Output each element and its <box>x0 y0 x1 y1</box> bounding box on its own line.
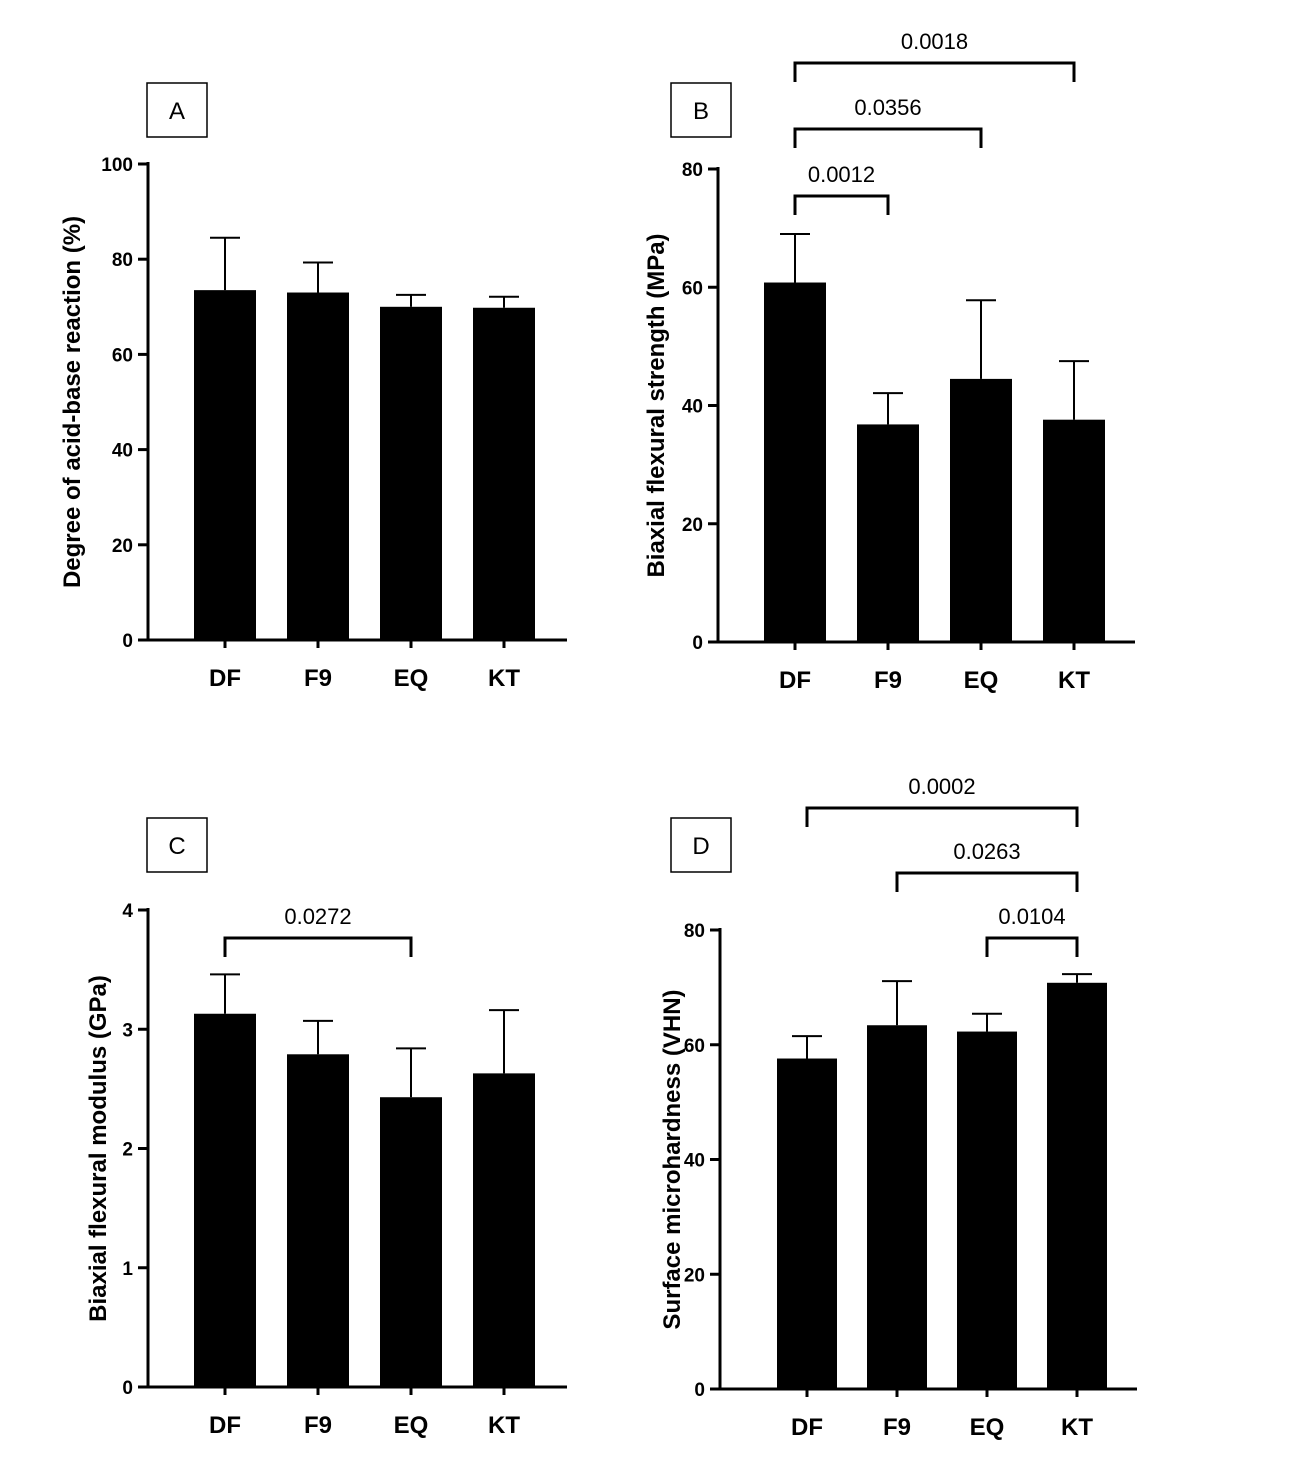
x-tick-label-f9: F9 <box>304 665 332 692</box>
x-tick-label-kt: KT <box>1058 667 1090 694</box>
y-tick-label-0: 0 <box>122 631 133 652</box>
y-axis-title: Surface microhardness (VHN) <box>659 989 686 1329</box>
bar-kt <box>1047 982 1107 1389</box>
y-tick-label-40: 40 <box>684 1151 705 1172</box>
y-tick-label-60: 60 <box>684 1036 705 1057</box>
bar-eq <box>380 306 442 640</box>
bar-df <box>764 282 826 642</box>
y-tick-label-3: 3 <box>122 1020 133 1041</box>
y-tick-label-60: 60 <box>112 345 133 366</box>
bar-df <box>194 290 256 640</box>
x-tick-label-f9: F9 <box>874 667 902 694</box>
y-tick-label-80: 80 <box>112 250 133 271</box>
x-tick-label-f9: F9 <box>304 1412 332 1439</box>
significance-bracket <box>793 61 1076 82</box>
y-tick-label-100: 100 <box>101 155 133 176</box>
significance-bracket <box>895 871 1079 892</box>
x-tick-label-kt: KT <box>488 665 520 692</box>
y-axis-title: Biaxial flexural strength (MPa) <box>643 233 670 577</box>
p-value-label: 0.0272 <box>284 904 351 929</box>
x-tick-label-df: DF <box>791 1414 823 1441</box>
panel-label-box <box>670 817 732 873</box>
y-axis-title: Biaxial flexural modulus (GPa) <box>85 975 112 1322</box>
x-tick-label-df: DF <box>209 1412 241 1439</box>
panel-c: DF F9 EQ KT 0 1 2 3 4 Biaxial flexural modulus (G… <box>85 817 567 1439</box>
bar-f9 <box>857 424 919 642</box>
panel-b: DF F9 EQ KT 0 20 40 60 80 Biaxial flexural streng… <box>643 29 1135 694</box>
significance-bracket <box>793 127 983 148</box>
y-tick-label-0: 0 <box>122 1378 133 1399</box>
x-tick-label-eq: EQ <box>394 1412 429 1439</box>
x-tick-label-eq: EQ <box>394 665 429 692</box>
bar-eq <box>957 1031 1017 1389</box>
y-tick-label-40: 40 <box>112 441 133 462</box>
significance-bracket <box>805 806 1079 827</box>
panel-label: A <box>169 98 185 125</box>
p-value-label: 0.0356 <box>854 95 921 120</box>
p-value-label: 0.0002 <box>908 774 975 799</box>
y-tick-label-2: 2 <box>122 1140 133 1161</box>
p-value-label: 0.0012 <box>808 162 875 187</box>
bar-eq <box>950 378 1012 642</box>
p-value-label: 0.0104 <box>998 904 1065 929</box>
p-value-label: 0.0263 <box>953 839 1020 864</box>
bar-kt <box>1043 419 1105 642</box>
bar-kt <box>473 307 535 640</box>
panel-label-box <box>146 817 208 873</box>
x-tick-label-kt: KT <box>1061 1414 1093 1441</box>
panel-label: C <box>168 833 185 860</box>
p-value-label: 0.0018 <box>901 29 968 54</box>
x-tick-label-eq: EQ <box>964 667 999 694</box>
significance-bracket <box>793 194 890 215</box>
panel-label-box <box>670 82 732 138</box>
bar-f9 <box>287 292 349 640</box>
significance-bracket <box>223 936 413 957</box>
panel-a: DF F9 EQ KT 0 20 40 60 80 100 Degree of acid-base … <box>59 82 567 692</box>
panel-label-box <box>146 82 208 138</box>
y-tick-label-4: 4 <box>122 901 133 922</box>
bar-df <box>777 1058 837 1389</box>
x-tick-label-eq: EQ <box>970 1414 1005 1441</box>
y-tick-label-40: 40 <box>682 397 703 418</box>
bar-f9 <box>867 1025 927 1389</box>
y-tick-label-20: 20 <box>112 536 133 557</box>
bar-eq <box>380 1097 442 1387</box>
panel-label: B <box>693 98 709 125</box>
x-tick-label-df: DF <box>209 665 241 692</box>
x-tick-label-kt: KT <box>488 1412 520 1439</box>
y-tick-label-80: 80 <box>684 921 705 942</box>
bar-df <box>194 1013 256 1387</box>
y-axis-title: Degree of acid-base reaction (%) <box>59 216 86 588</box>
bar-kt <box>473 1073 535 1387</box>
y-tick-label-20: 20 <box>682 515 703 536</box>
x-tick-label-f9: F9 <box>883 1414 911 1441</box>
panel-label: D <box>692 833 709 860</box>
y-tick-label-1: 1 <box>122 1259 133 1280</box>
y-tick-label-20: 20 <box>684 1265 705 1286</box>
y-tick-label-60: 60 <box>682 278 703 299</box>
panel-d: DF F9 EQ KT 0 20 40 60 80 Surface microhardness (… <box>659 774 1137 1441</box>
y-tick-label-80: 80 <box>682 160 703 181</box>
x-tick-label-df: DF <box>779 667 811 694</box>
bar-f9 <box>287 1054 349 1387</box>
y-tick-label-0: 0 <box>692 633 703 654</box>
y-tick-label-0: 0 <box>694 1380 705 1401</box>
significance-bracket <box>985 936 1079 957</box>
